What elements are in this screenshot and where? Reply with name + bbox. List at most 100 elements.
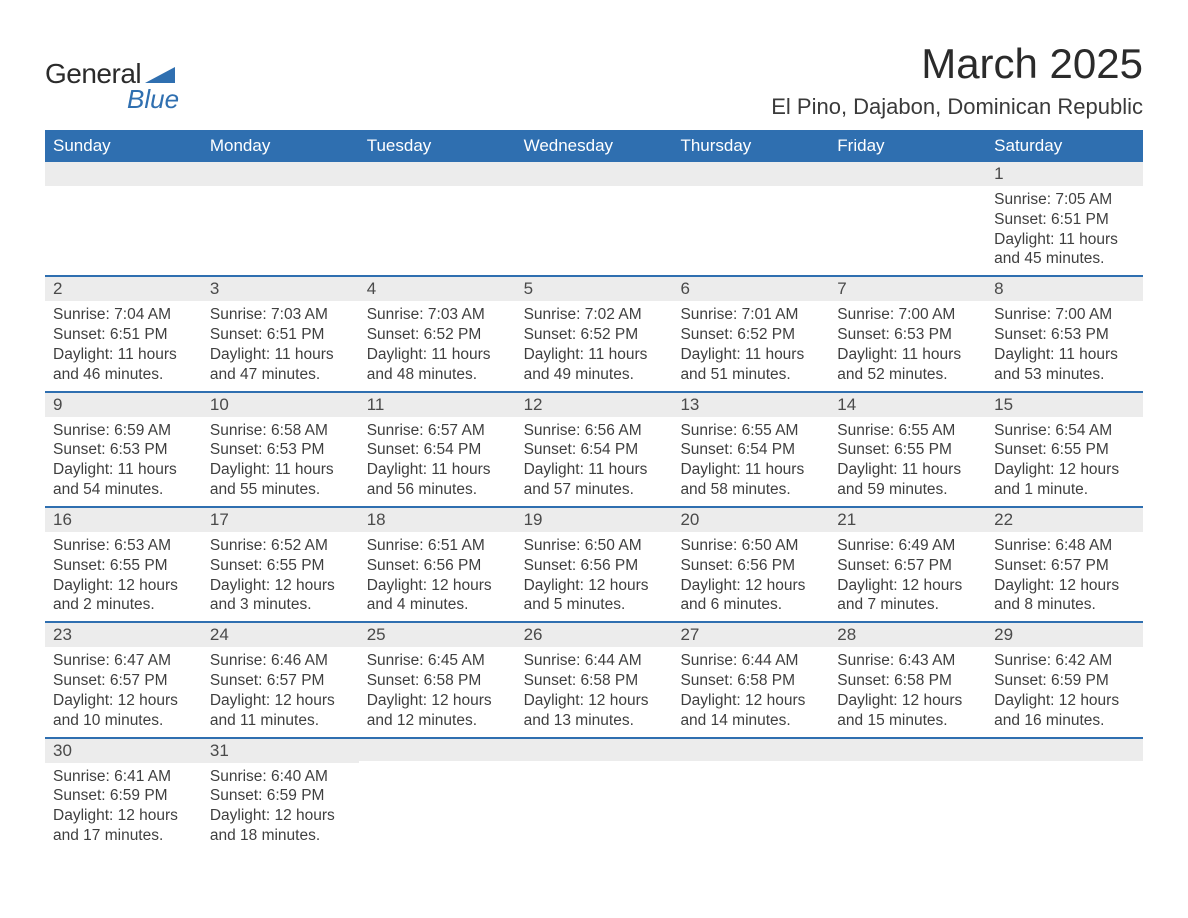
weekday-header: Friday xyxy=(829,130,986,162)
calendar-day-cell xyxy=(45,162,202,275)
day-details: Sunrise: 6:55 AMSunset: 6:54 PMDaylight:… xyxy=(672,417,829,506)
calendar-day-cell: 23Sunrise: 6:47 AMSunset: 6:57 PMDayligh… xyxy=(45,621,202,736)
sunset-text: Sunset: 6:51 PM xyxy=(53,325,194,345)
sunset-text: Sunset: 6:58 PM xyxy=(680,671,821,691)
sunset-text: Sunset: 6:55 PM xyxy=(53,556,194,576)
daylight-text: Daylight: 11 hours and 57 minutes. xyxy=(524,460,665,500)
sunset-text: Sunset: 6:58 PM xyxy=(524,671,665,691)
day-number: 13 xyxy=(672,391,829,417)
daylight-text: Daylight: 11 hours and 58 minutes. xyxy=(680,460,821,500)
day-details xyxy=(672,761,829,781)
sunset-text: Sunset: 6:59 PM xyxy=(210,786,351,806)
sunrise-text: Sunrise: 6:45 AM xyxy=(367,651,508,671)
brand-logo: General Blue xyxy=(45,58,179,115)
day-details: Sunrise: 6:59 AMSunset: 6:53 PMDaylight:… xyxy=(45,417,202,506)
day-number: 9 xyxy=(45,391,202,417)
daylight-text: Daylight: 12 hours and 18 minutes. xyxy=(210,806,351,846)
day-number: 30 xyxy=(45,737,202,763)
daylight-text: Daylight: 11 hours and 49 minutes. xyxy=(524,345,665,385)
daylight-text: Daylight: 12 hours and 16 minutes. xyxy=(994,691,1135,731)
day-details: Sunrise: 6:51 AMSunset: 6:56 PMDaylight:… xyxy=(359,532,516,621)
day-details: Sunrise: 7:05 AMSunset: 6:51 PMDaylight:… xyxy=(986,186,1143,275)
sunset-text: Sunset: 6:56 PM xyxy=(680,556,821,576)
calendar-day-cell: 30Sunrise: 6:41 AMSunset: 6:59 PMDayligh… xyxy=(45,737,202,852)
sunrise-text: Sunrise: 6:54 AM xyxy=(994,421,1135,441)
day-details: Sunrise: 6:44 AMSunset: 6:58 PMDaylight:… xyxy=(516,647,673,736)
daylight-text: Daylight: 11 hours and 47 minutes. xyxy=(210,345,351,385)
sunrise-text: Sunrise: 6:50 AM xyxy=(524,536,665,556)
day-number: 16 xyxy=(45,506,202,532)
calendar-day-cell xyxy=(516,162,673,275)
sunrise-text: Sunrise: 6:42 AM xyxy=(994,651,1135,671)
day-number xyxy=(829,162,986,186)
daylight-text: Daylight: 12 hours and 6 minutes. xyxy=(680,576,821,616)
sunrise-text: Sunrise: 7:03 AM xyxy=(367,305,508,325)
day-number: 11 xyxy=(359,391,516,417)
day-details: Sunrise: 6:52 AMSunset: 6:55 PMDaylight:… xyxy=(202,532,359,621)
sunset-text: Sunset: 6:52 PM xyxy=(524,325,665,345)
daylight-text: Daylight: 11 hours and 45 minutes. xyxy=(994,230,1135,270)
day-details: Sunrise: 7:00 AMSunset: 6:53 PMDaylight:… xyxy=(986,301,1143,390)
day-details: Sunrise: 6:54 AMSunset: 6:55 PMDaylight:… xyxy=(986,417,1143,506)
day-details: Sunrise: 6:40 AMSunset: 6:59 PMDaylight:… xyxy=(202,763,359,852)
sunrise-text: Sunrise: 7:00 AM xyxy=(994,305,1135,325)
day-number: 31 xyxy=(202,737,359,763)
sunrise-text: Sunrise: 6:56 AM xyxy=(524,421,665,441)
calendar-week-row: 23Sunrise: 6:47 AMSunset: 6:57 PMDayligh… xyxy=(45,621,1143,736)
sunrise-text: Sunrise: 6:40 AM xyxy=(210,767,351,787)
daylight-text: Daylight: 12 hours and 1 minute. xyxy=(994,460,1135,500)
sunset-text: Sunset: 6:53 PM xyxy=(994,325,1135,345)
day-details xyxy=(202,186,359,206)
calendar-day-cell xyxy=(986,737,1143,852)
day-details xyxy=(45,186,202,206)
sunrise-text: Sunrise: 6:52 AM xyxy=(210,536,351,556)
sunset-text: Sunset: 6:58 PM xyxy=(367,671,508,691)
day-number: 26 xyxy=(516,621,673,647)
day-number: 20 xyxy=(672,506,829,532)
sunset-text: Sunset: 6:58 PM xyxy=(837,671,978,691)
sunrise-text: Sunrise: 6:51 AM xyxy=(367,536,508,556)
day-number: 19 xyxy=(516,506,673,532)
daylight-text: Daylight: 12 hours and 8 minutes. xyxy=(994,576,1135,616)
day-number: 14 xyxy=(829,391,986,417)
sunrise-text: Sunrise: 6:59 AM xyxy=(53,421,194,441)
calendar-week-row: 1Sunrise: 7:05 AMSunset: 6:51 PMDaylight… xyxy=(45,162,1143,275)
day-number xyxy=(516,162,673,186)
weekday-header: Monday xyxy=(202,130,359,162)
day-details: Sunrise: 6:47 AMSunset: 6:57 PMDaylight:… xyxy=(45,647,202,736)
sunrise-text: Sunrise: 6:58 AM xyxy=(210,421,351,441)
sunrise-text: Sunrise: 7:03 AM xyxy=(210,305,351,325)
calendar-day-cell xyxy=(202,162,359,275)
sunset-text: Sunset: 6:56 PM xyxy=(524,556,665,576)
day-number: 15 xyxy=(986,391,1143,417)
day-number xyxy=(986,737,1143,761)
sunset-text: Sunset: 6:59 PM xyxy=(53,786,194,806)
day-number xyxy=(359,737,516,761)
sunrise-text: Sunrise: 6:44 AM xyxy=(524,651,665,671)
sunrise-text: Sunrise: 6:44 AM xyxy=(680,651,821,671)
calendar-day-cell: 14Sunrise: 6:55 AMSunset: 6:55 PMDayligh… xyxy=(829,391,986,506)
sunset-text: Sunset: 6:51 PM xyxy=(994,210,1135,230)
sunset-text: Sunset: 6:54 PM xyxy=(680,440,821,460)
day-details xyxy=(829,186,986,206)
title-block: March 2025 El Pino, Dajabon, Dominican R… xyxy=(771,40,1143,120)
day-number xyxy=(672,737,829,761)
calendar-day-cell: 17Sunrise: 6:52 AMSunset: 6:55 PMDayligh… xyxy=(202,506,359,621)
calendar-day-cell: 29Sunrise: 6:42 AMSunset: 6:59 PMDayligh… xyxy=(986,621,1143,736)
day-details: Sunrise: 7:02 AMSunset: 6:52 PMDaylight:… xyxy=(516,301,673,390)
daylight-text: Daylight: 12 hours and 5 minutes. xyxy=(524,576,665,616)
day-number xyxy=(202,162,359,186)
calendar-day-cell xyxy=(672,162,829,275)
sunrise-text: Sunrise: 6:53 AM xyxy=(53,536,194,556)
sunrise-text: Sunrise: 6:55 AM xyxy=(680,421,821,441)
weekday-header: Saturday xyxy=(986,130,1143,162)
daylight-text: Daylight: 12 hours and 17 minutes. xyxy=(53,806,194,846)
calendar-day-cell: 5Sunrise: 7:02 AMSunset: 6:52 PMDaylight… xyxy=(516,275,673,390)
calendar-day-cell: 26Sunrise: 6:44 AMSunset: 6:58 PMDayligh… xyxy=(516,621,673,736)
daylight-text: Daylight: 12 hours and 7 minutes. xyxy=(837,576,978,616)
day-number: 10 xyxy=(202,391,359,417)
day-details: Sunrise: 6:58 AMSunset: 6:53 PMDaylight:… xyxy=(202,417,359,506)
calendar-day-cell xyxy=(516,737,673,852)
sunset-text: Sunset: 6:55 PM xyxy=(837,440,978,460)
day-details: Sunrise: 7:04 AMSunset: 6:51 PMDaylight:… xyxy=(45,301,202,390)
